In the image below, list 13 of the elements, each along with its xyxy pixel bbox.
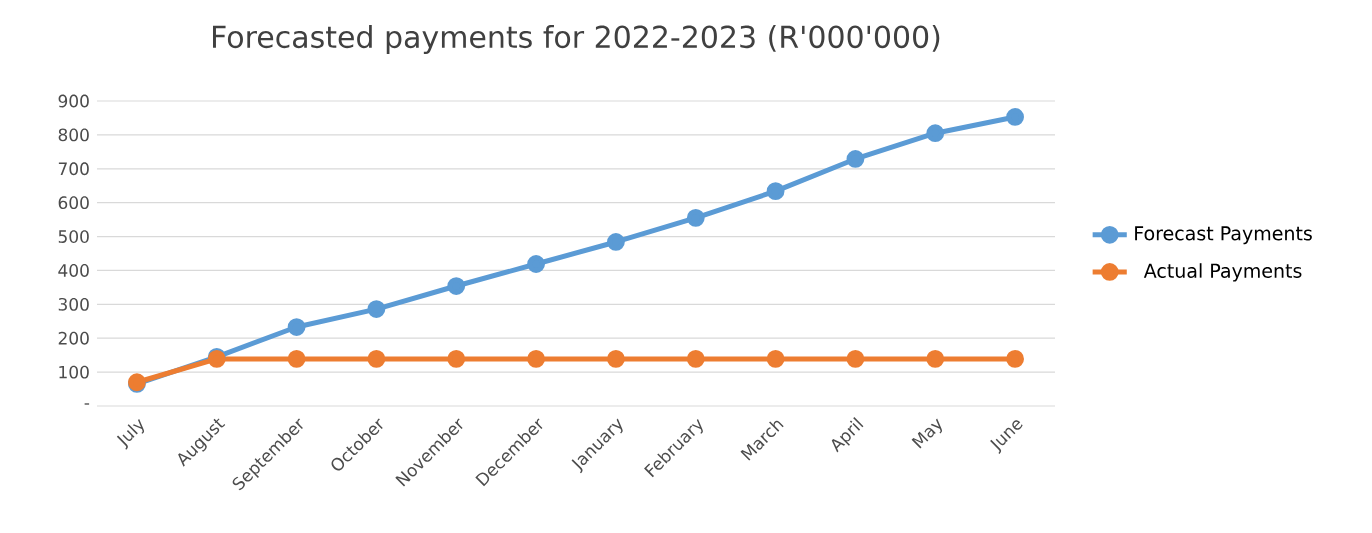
- legend-label: Actual Payments: [1143, 263, 1302, 282]
- y-tick-label: 200: [58, 331, 89, 345]
- y-tick-label: 700: [58, 162, 89, 176]
- y-tick-label: 100: [59, 365, 89, 379]
- y-tick-label: 600: [58, 196, 89, 210]
- chart-title: Forecasted payments for 2022-2023 (R'000'000): [213, 24, 940, 54]
- y-tick-label: 300: [58, 297, 89, 311]
- y-tick-label: 800: [58, 128, 89, 142]
- legend-label: Forecast Payments: [1135, 226, 1312, 245]
- y-tick-label: 400: [58, 264, 89, 277]
- y-tick-label: 900: [58, 94, 89, 108]
- y-tick-label: 500: [58, 230, 89, 243]
- y-tick-label: -: [84, 403, 90, 405]
